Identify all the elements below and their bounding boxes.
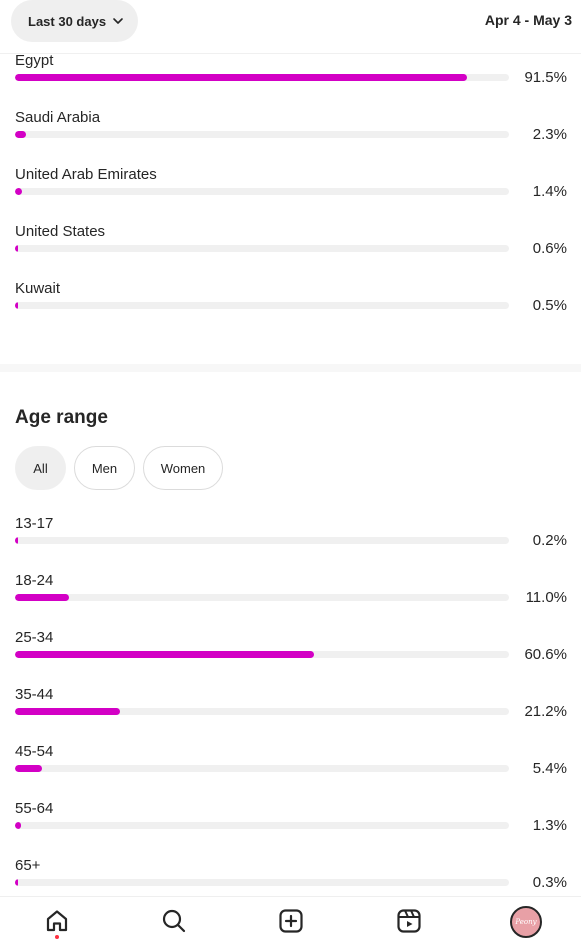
country-row: United Arab Emirates 1.4% (0, 166, 581, 223)
country-label: Kuwait (15, 280, 61, 297)
country-row: United States 0.6% (0, 223, 581, 280)
bottom-nav-bar: Peony (0, 896, 581, 943)
age-row: 13-17 0.2% (0, 515, 581, 572)
percentage-value: 91.5% (524, 69, 567, 86)
bar-track (15, 302, 509, 309)
percentage-value: 21.2% (524, 703, 567, 720)
age-label: 55-64 (15, 800, 54, 817)
country-row: Saudi Arabia 2.3% (0, 109, 581, 166)
bar-track (15, 131, 509, 138)
country-label: Saudi Arabia (15, 109, 101, 126)
bar-fill (15, 537, 18, 544)
age-row: 45-54 5.4% (0, 743, 581, 800)
percentage-value: 0.6% (532, 240, 567, 257)
bar-fill (15, 245, 18, 252)
percentage-value: 60.6% (524, 646, 567, 663)
bar-fill (15, 879, 18, 886)
bar-track (15, 708, 509, 715)
bar-track (15, 822, 509, 829)
country-row: Kuwait 0.5% (0, 280, 581, 337)
home-icon-glyph (46, 910, 68, 932)
age-row: 55-64 1.3% (0, 800, 581, 857)
reels-icon-glyph (397, 909, 421, 933)
age-label: 65+ (15, 857, 41, 874)
home-icon[interactable] (43, 907, 71, 935)
bar-track (15, 765, 509, 772)
bar-fill (15, 188, 22, 195)
bar-track (15, 879, 509, 886)
bar-track (15, 594, 509, 601)
percentage-value: 0.3% (532, 874, 567, 891)
bar-track (15, 74, 509, 81)
percentage-value: 0.2% (532, 532, 567, 549)
percentage-value: 1.4% (532, 183, 567, 200)
date-range-dropdown[interactable]: Last 30 days (11, 0, 138, 42)
bar-fill (15, 822, 22, 829)
search-icon-glyph (162, 909, 186, 933)
percentage-value: 2.3% (532, 126, 567, 143)
age-label: 13-17 (15, 515, 54, 532)
age-label: 35-44 (15, 686, 54, 703)
filter-chip-all[interactable]: All (15, 446, 66, 490)
percentage-value: 5.4% (532, 760, 567, 777)
age-range-title: Age range (15, 407, 108, 428)
age-label: 45-54 (15, 743, 54, 760)
country-label: United Arab Emirates (15, 166, 157, 183)
bar-fill (15, 594, 70, 601)
country-label: United States (15, 223, 106, 240)
percentage-value: 0.5% (532, 297, 567, 314)
profile-avatar[interactable]: Peony (510, 906, 542, 938)
date-range-text: Apr 4 - May 3 (484, 12, 572, 28)
age-row: 35-44 21.2% (0, 686, 581, 743)
filter-chip-men[interactable]: Men (74, 446, 135, 490)
bar-track (15, 245, 509, 252)
bar-fill (15, 131, 27, 138)
notification-dot (55, 935, 59, 939)
country-label: Egypt (15, 52, 54, 69)
bar-fill (15, 74, 467, 81)
chevron-down-icon (113, 18, 123, 24)
bar-track (15, 537, 509, 544)
create-icon-glyph (279, 909, 303, 933)
section-divider (0, 364, 581, 372)
bar-track (15, 651, 509, 658)
bar-fill (15, 651, 315, 658)
avatar-text: Peony (515, 918, 537, 926)
age-label: 18-24 (15, 572, 54, 589)
age-row: 65+ 0.3% (0, 857, 581, 914)
percentage-value: 11.0% (525, 589, 567, 606)
age-row: 18-24 11.0% (0, 572, 581, 629)
bar-fill (15, 708, 120, 715)
bar-fill (15, 765, 42, 772)
search-icon[interactable] (160, 907, 188, 935)
filter-chip-women[interactable]: Women (143, 446, 223, 490)
age-row: 25-34 60.6% (0, 629, 581, 686)
top-bar: Last 30 days Apr 4 - May 3 (0, 0, 581, 54)
date-range-dropdown-label: Last 30 days (28, 13, 107, 29)
country-row: Egypt 91.5% (0, 52, 581, 109)
bar-track (15, 188, 509, 195)
create-icon[interactable] (277, 907, 305, 935)
age-label: 25-34 (15, 629, 54, 646)
reels-icon[interactable] (395, 907, 423, 935)
percentage-value: 1.3% (532, 817, 567, 834)
bar-fill (15, 302, 18, 309)
